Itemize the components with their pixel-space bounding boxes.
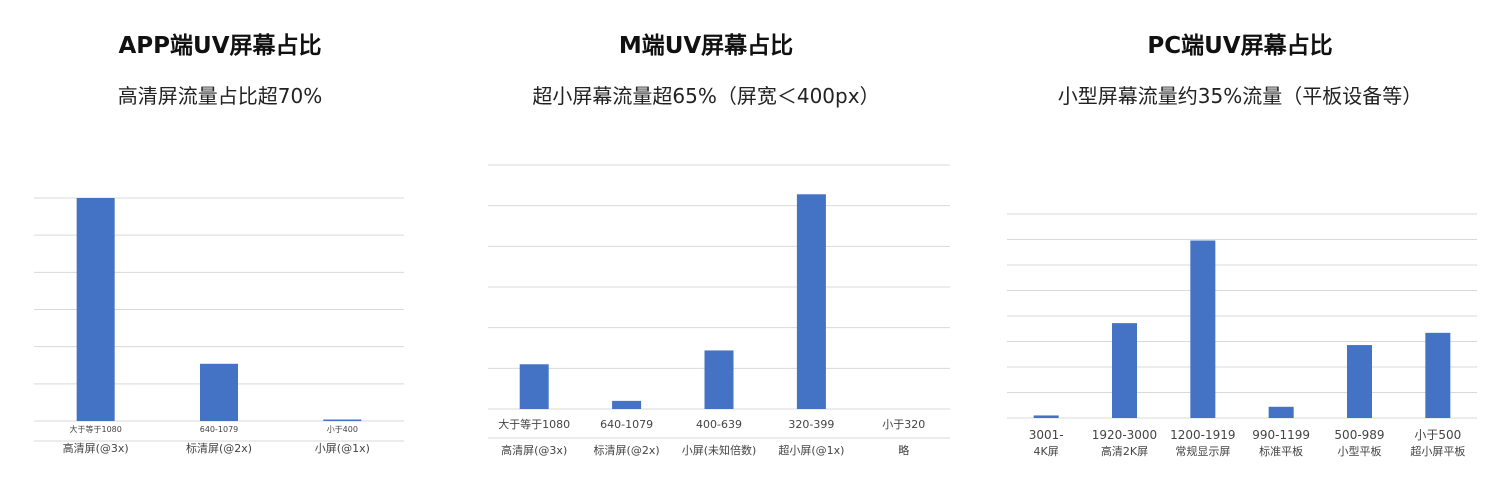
app-category-label: 小于400 bbox=[327, 425, 358, 434]
m-uv-chart: 大于等于1080 高清屏(@3x) 640-1079 标清屏(@2x) 400-639 小… bbox=[488, 164, 950, 457]
pc-category-label: 990-1199 bbox=[1252, 428, 1310, 442]
pc-category-label: 1200-1919 bbox=[1170, 428, 1235, 442]
app-bar bbox=[76, 198, 115, 421]
pc-bar bbox=[1033, 415, 1059, 418]
m-bar bbox=[704, 350, 734, 409]
m-group-label: 标清屏(@2x) bbox=[594, 443, 660, 457]
pc-group-label: 高清2K屏 bbox=[1101, 444, 1148, 458]
app-group-label: 小屏(@1x) bbox=[315, 442, 370, 455]
app-uv-panel: APP端UV屏幕占比 高清屏流量占比超70% 大于等于1080 高清屏(@3x) 6… bbox=[0, 0, 440, 480]
pc-bar bbox=[1347, 345, 1372, 418]
pc-group-label: 4K屏 bbox=[1034, 445, 1059, 458]
app-bar bbox=[323, 419, 362, 421]
app-uv-chart: 大于等于1080 高清屏(@3x) 640-1079 标清屏(@2x) 小于400 小屏(… bbox=[34, 197, 404, 455]
m-bar bbox=[519, 364, 549, 409]
pc-group-label: 常规显示屏 bbox=[1175, 444, 1230, 458]
m-category-label: 640-1079 bbox=[600, 418, 653, 431]
m-chart-subtitle: 超小屏幕流量超65%（屏宽＜400px） bbox=[532, 84, 880, 108]
m-category-label: 320-399 bbox=[788, 418, 834, 431]
app-category-label: 640-1079 bbox=[200, 425, 239, 434]
app-chart-title: APP端UV屏幕占比 bbox=[118, 33, 322, 59]
m-bar bbox=[796, 194, 826, 409]
app-group-label: 高清屏(@3x) bbox=[63, 441, 129, 455]
m-category-label: 大于等于1080 bbox=[498, 417, 570, 431]
m-bar bbox=[612, 400, 642, 409]
pc-bar bbox=[1425, 332, 1451, 418]
app-group-label: 标清屏(@2x) bbox=[186, 441, 252, 455]
app-category-label: 大于等于1080 bbox=[69, 424, 121, 434]
pc-bar bbox=[1112, 323, 1137, 418]
pc-group-label: 超小屏平板 bbox=[1410, 444, 1465, 458]
pc-group-label: 小型平板 bbox=[1338, 444, 1382, 458]
pc-category-label: 3001- bbox=[1029, 428, 1064, 442]
pc-uv-chart: 3001- 4K屏 1920-3000 高清2K屏 1200-1919 常规显示屏 990-… bbox=[1007, 213, 1477, 458]
m-group-label: 高清屏(@3x) bbox=[501, 443, 567, 457]
pc-chart-title: PC端UV屏幕占比 bbox=[1147, 33, 1333, 59]
pc-uv-panel: PC端UV屏幕占比 小型屏幕流量约35%流量（平板设备等） 3001- 4K屏 19… bbox=[990, 0, 1490, 480]
pc-bar bbox=[1190, 240, 1216, 418]
app-chart-subtitle: 高清屏流量占比超70% bbox=[117, 84, 323, 108]
pc-category-label: 500-989 bbox=[1334, 428, 1384, 442]
m-chart-title: M端UV屏幕占比 bbox=[618, 33, 794, 59]
m-group-label: 超小屏(@1x) bbox=[778, 443, 844, 457]
pc-category-label: 小于500 bbox=[1414, 428, 1461, 442]
pc-group-label: 标准平板 bbox=[1259, 444, 1303, 458]
m-group-label: 略 bbox=[898, 443, 909, 457]
pc-chart-subtitle: 小型屏幕流量约35%流量（平板设备等） bbox=[1057, 84, 1423, 108]
m-category-label: 小于320 bbox=[882, 418, 925, 431]
m-category-label: 400-639 bbox=[696, 418, 742, 431]
pc-category-label: 1920-3000 bbox=[1092, 428, 1157, 442]
m-uv-panel: M端UV屏幕占比 超小屏幕流量超65%（屏宽＜400px） 大于等于1080 高清… bbox=[446, 0, 966, 480]
app-bar bbox=[200, 363, 238, 421]
m-group-label: 小屏(未知倍数) bbox=[682, 443, 757, 457]
pc-bar bbox=[1268, 406, 1294, 418]
